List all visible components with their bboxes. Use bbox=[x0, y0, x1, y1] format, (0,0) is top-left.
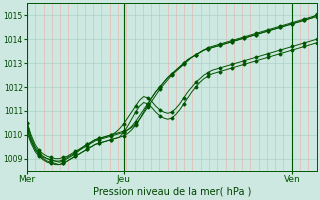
X-axis label: Pression niveau de la mer( hPa ): Pression niveau de la mer( hPa ) bbox=[92, 187, 251, 197]
